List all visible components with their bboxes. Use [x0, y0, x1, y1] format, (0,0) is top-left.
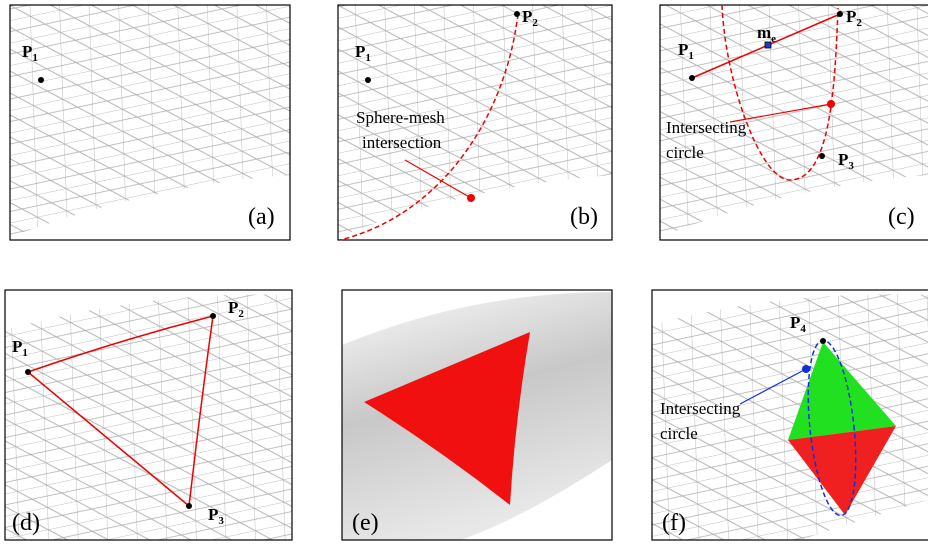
- label-part: P: [208, 505, 218, 524]
- point: [827, 100, 835, 108]
- midpoint: [765, 42, 771, 48]
- label-part: 2: [238, 308, 244, 320]
- panel-label: (a): [248, 204, 275, 230]
- point: [467, 194, 475, 202]
- point: [689, 75, 695, 81]
- label-part: 2: [532, 17, 538, 29]
- label-part: 3: [218, 515, 224, 527]
- label-part: m: [757, 23, 771, 42]
- panel-label: (d): [12, 510, 40, 536]
- point: [514, 11, 520, 17]
- label-part: P: [355, 42, 365, 61]
- label-part: 1: [22, 347, 28, 359]
- label-part: 2: [856, 17, 862, 29]
- annotation: Intersecting: [660, 399, 741, 418]
- mesh: [10, 5, 290, 237]
- point: [25, 369, 31, 375]
- label-part: 1: [365, 52, 371, 64]
- panel-f: P4 Intersecting circle (f): [652, 290, 928, 540]
- panel-label: (e): [352, 510, 379, 536]
- annotation: circle: [660, 424, 698, 443]
- point: [820, 338, 826, 344]
- point: [837, 11, 843, 17]
- label-part: P: [846, 7, 856, 26]
- label-part: P: [838, 150, 848, 169]
- label-part: P: [228, 298, 238, 317]
- annotation: circle: [666, 143, 704, 162]
- panel-b: P1 P2 Sphere-mesh intersection (b): [338, 5, 612, 240]
- point: [186, 503, 192, 509]
- point: [365, 77, 371, 83]
- figure: P1 (a) P1 P2 Sphere-mesh intersection (b…: [0, 0, 928, 544]
- panel-label: (f): [662, 510, 686, 536]
- label-part: P: [22, 42, 32, 61]
- label-part: P: [522, 7, 532, 26]
- panel-label: (b): [570, 204, 598, 230]
- point: [819, 153, 825, 159]
- label-part: P: [12, 337, 22, 356]
- annotation: Intersecting: [666, 118, 747, 137]
- panel-d: P1 P2 P3 (d): [5, 290, 292, 540]
- label-part: 1: [32, 52, 38, 64]
- panel-c: P1 P2 P3 me Intersecting circle (c): [660, 5, 928, 240]
- label-part: e: [771, 33, 776, 45]
- mesh: [5, 294, 292, 540]
- label-part: 3: [848, 160, 854, 172]
- point: [38, 77, 44, 83]
- label-part: P: [790, 313, 800, 332]
- label-part: P: [678, 40, 688, 59]
- panel-e: (e): [342, 290, 612, 540]
- label-part: 1: [688, 50, 694, 62]
- panel-a: P1 (a): [10, 5, 290, 240]
- point: [802, 365, 810, 373]
- annotation: Sphere-mesh: [356, 108, 445, 127]
- annotation: intersection: [362, 133, 442, 152]
- label-part: 4: [800, 323, 806, 335]
- panel-label: (c): [888, 204, 915, 230]
- point: [210, 313, 216, 319]
